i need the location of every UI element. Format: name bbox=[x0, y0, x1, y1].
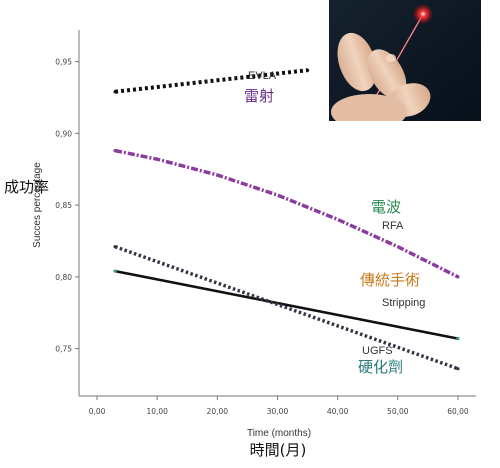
series-label-rfa: RFA bbox=[382, 220, 404, 232]
series-endpoint-rfa bbox=[456, 275, 460, 279]
series-endpoint-ugfs bbox=[456, 367, 460, 371]
y-tick-label: 0,95 bbox=[55, 58, 72, 67]
series-endpoint-evla bbox=[113, 90, 117, 94]
x-tick-label: 0,00 bbox=[89, 407, 106, 416]
series-endpoint-rfa bbox=[113, 148, 117, 153]
x-axis-label: Time (months) bbox=[247, 428, 311, 439]
y-tick-label: 0,75 bbox=[55, 345, 72, 354]
x-tick-label: 50,00 bbox=[387, 407, 409, 416]
y-tick-label: 0,80 bbox=[55, 273, 72, 282]
series-endpoint-ugfs bbox=[113, 245, 117, 249]
series-label-ugfs: UGFS bbox=[362, 345, 393, 357]
series-line-ugfs bbox=[114, 245, 459, 371]
series-line-stripping bbox=[114, 269, 459, 340]
x-tick-label: 60,00 bbox=[447, 407, 469, 416]
series-label-stripping: Stripping bbox=[382, 297, 425, 309]
x-tick-label: 30,00 bbox=[267, 407, 289, 416]
series-label-evla-zh: 雷射 bbox=[244, 87, 274, 105]
series-endpoint-stripping bbox=[456, 336, 460, 341]
series-line-evla bbox=[114, 68, 308, 94]
y-tick-label: 0,90 bbox=[55, 129, 72, 138]
tick-group: 0,00 10,00 20,00 30,00 40,00 50,00 60,00 0,75 0,… bbox=[55, 58, 469, 416]
x-tick-label: 20,00 bbox=[207, 407, 229, 416]
y-axis-label: Succes percentage bbox=[32, 162, 43, 248]
series-label-evla: EVLA bbox=[248, 70, 277, 82]
series-endpoint-evla bbox=[305, 68, 310, 72]
x-tick-label: 10,00 bbox=[146, 407, 168, 416]
series-line-rfa bbox=[114, 148, 459, 279]
series-label-stripping-zh: 傳統手術 bbox=[360, 271, 420, 289]
laser-fiber-photo bbox=[329, 0, 481, 121]
y-tick-label: 0,85 bbox=[55, 201, 72, 210]
series-endpoint-stripping bbox=[113, 269, 117, 273]
y-axis-label-zh: 成功率 bbox=[4, 178, 49, 196]
series-label-rfa-zh: 電波 bbox=[371, 198, 401, 216]
series-label-ugfs-zh: 硬化劑 bbox=[358, 358, 403, 376]
series-group bbox=[113, 68, 460, 371]
laser-fiber-photo-icon bbox=[329, 0, 481, 121]
x-axis-label-zh: 時間(月) bbox=[250, 441, 307, 459]
x-tick-label: 40,00 bbox=[327, 407, 349, 416]
